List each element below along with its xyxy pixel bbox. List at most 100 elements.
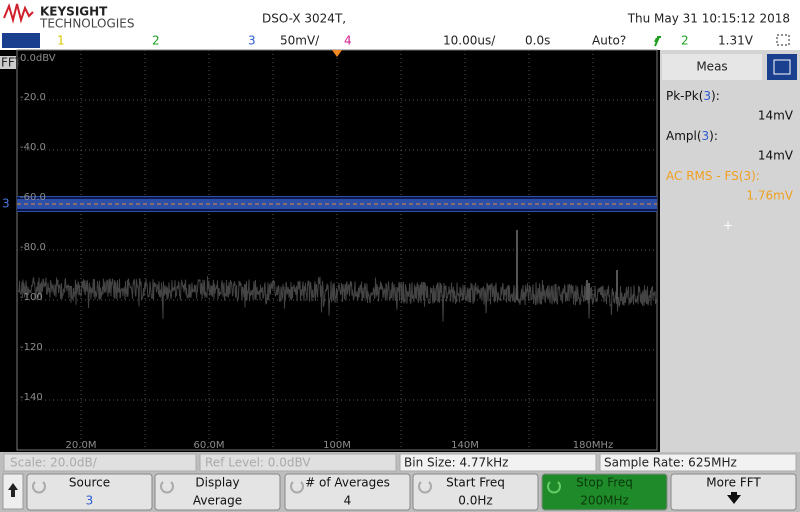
meas-title: Meas bbox=[696, 60, 727, 74]
graticule-bg bbox=[0, 50, 660, 452]
knob-icon bbox=[418, 481, 432, 494]
softkey-value: 0.0Hz bbox=[458, 494, 492, 508]
zoom-icon[interactable] bbox=[776, 34, 790, 46]
fft-badge-bg bbox=[0, 56, 16, 69]
status-box bbox=[599, 453, 797, 472]
meas-suffix: ): bbox=[711, 89, 720, 103]
softkey-value: Average bbox=[193, 494, 242, 508]
meas-value: 14mV bbox=[758, 149, 794, 163]
timebase: 10.00us/ bbox=[443, 34, 496, 48]
y-label: -80.0 bbox=[20, 242, 46, 253]
ch1[interactable]: 1 bbox=[57, 34, 65, 48]
softkey[interactable]: # of Averages 4 bbox=[284, 473, 411, 511]
ch3-trace bbox=[17, 196, 657, 212]
header-bg bbox=[0, 0, 800, 50]
status-box bbox=[199, 453, 397, 472]
softkey-label: Start Freq bbox=[446, 476, 505, 490]
y-label: -40.0 bbox=[20, 142, 46, 153]
softkey[interactable]: Stop Freq 200MHz bbox=[541, 473, 668, 511]
fft-badge: FFT bbox=[1, 56, 23, 70]
more-arrow bbox=[727, 492, 741, 504]
softkey-value: 3 bbox=[86, 494, 94, 508]
meas-label: Ampl(3): bbox=[666, 129, 718, 143]
delay: 0.0s bbox=[525, 34, 550, 48]
softkey-label: # of Averages bbox=[305, 476, 390, 490]
status-box bbox=[3, 453, 197, 472]
softkey-label: Source bbox=[69, 476, 110, 490]
trigger-mode: Auto? bbox=[592, 34, 626, 48]
softkey-bg bbox=[412, 473, 539, 511]
status-box bbox=[399, 453, 597, 472]
brand-sub: TECHNOLOGIES bbox=[39, 17, 134, 31]
meas-suffix: ): bbox=[709, 129, 718, 143]
trigger-level: 1.31V bbox=[718, 34, 754, 48]
y-label: -60.0 bbox=[20, 192, 46, 203]
y-label: -100 bbox=[20, 292, 43, 303]
trigger-marker bbox=[332, 50, 342, 57]
ch1-box[interactable] bbox=[2, 33, 40, 48]
meas-tab[interactable] bbox=[662, 54, 762, 80]
knob-icon bbox=[547, 481, 561, 494]
logo bbox=[3, 2, 34, 24]
softkey-value: 200MHz bbox=[580, 494, 629, 508]
softkey-value: 4 bbox=[344, 494, 352, 508]
softkey-bg bbox=[154, 473, 281, 511]
x-label: 100M bbox=[323, 440, 351, 451]
brand: KEYSIGHT bbox=[40, 5, 108, 19]
softkey-bg bbox=[26, 473, 153, 511]
meas-value: 1.76mV bbox=[746, 189, 793, 203]
noise bbox=[17, 276, 657, 322]
meas-icon bbox=[773, 59, 791, 75]
status-scale: Scale: 20.0dB/ bbox=[10, 456, 98, 470]
trigger-source: 2 bbox=[681, 34, 689, 48]
ch2[interactable]: 2 bbox=[152, 34, 160, 48]
trigger-icon bbox=[654, 36, 661, 47]
softkey[interactable]: More FFT bbox=[670, 473, 797, 511]
softkey-label: Display bbox=[195, 476, 239, 490]
softkey[interactable]: Display Average bbox=[154, 473, 281, 511]
status-bin: Bin Size: 4.77kHz bbox=[404, 456, 508, 470]
back-arrow bbox=[8, 483, 18, 497]
x-label: 20.0M bbox=[66, 440, 97, 451]
softkey-label: Stop Freq bbox=[576, 476, 633, 490]
y-label: -120 bbox=[20, 342, 43, 353]
meas-source: 3 bbox=[703, 89, 711, 103]
x-label: 180MHz bbox=[573, 440, 613, 451]
meas-source: 3 bbox=[702, 129, 710, 143]
knob-icon bbox=[160, 481, 174, 494]
meas-label: AC RMS - FS(3): bbox=[666, 169, 760, 183]
model: DSO-X 3024T, bbox=[262, 12, 346, 26]
y-label: -140 bbox=[20, 392, 43, 403]
meas-name: Ampl( bbox=[666, 129, 702, 143]
softkey[interactable]: Source 3 bbox=[26, 473, 153, 511]
ch4[interactable]: 4 bbox=[344, 34, 352, 48]
ch3-scale: 50mV/ bbox=[280, 34, 320, 48]
meas-value: 14mV bbox=[758, 109, 794, 123]
ch3-marker: 3 bbox=[2, 197, 10, 211]
add-meas[interactable]: + bbox=[723, 219, 733, 233]
status-sample: Sample Rate: 625MHz bbox=[604, 456, 737, 470]
meas-name: AC RMS - FS( bbox=[666, 169, 743, 183]
fft-trace bbox=[17, 230, 657, 322]
meas-source: 3 bbox=[743, 169, 751, 183]
ch3[interactable]: 3 bbox=[248, 34, 256, 48]
x-label: 60.0M bbox=[194, 440, 225, 451]
meas-tab-icon[interactable] bbox=[767, 54, 797, 80]
meas-panel bbox=[660, 50, 800, 452]
softkey-bg bbox=[284, 473, 411, 511]
status-ref: Ref Level: 0.0dBV bbox=[205, 456, 311, 470]
softkey[interactable]: Start Freq 0.0Hz bbox=[412, 473, 539, 511]
softkey-bg bbox=[541, 473, 668, 511]
y-label: -20.0 bbox=[20, 92, 46, 103]
softkey-label: More FFT bbox=[706, 476, 761, 490]
meas-name: Pk-Pk( bbox=[666, 89, 703, 103]
y-label: 0.0dBV bbox=[20, 53, 56, 64]
x-label: 140M bbox=[451, 440, 479, 451]
meas-suffix: ): bbox=[751, 169, 760, 183]
meas-label: Pk-Pk(3): bbox=[666, 89, 720, 103]
knob-icon bbox=[32, 481, 46, 494]
datetime: Thu May 31 10:15:12 2018 bbox=[627, 12, 790, 26]
knob-icon bbox=[290, 481, 304, 494]
